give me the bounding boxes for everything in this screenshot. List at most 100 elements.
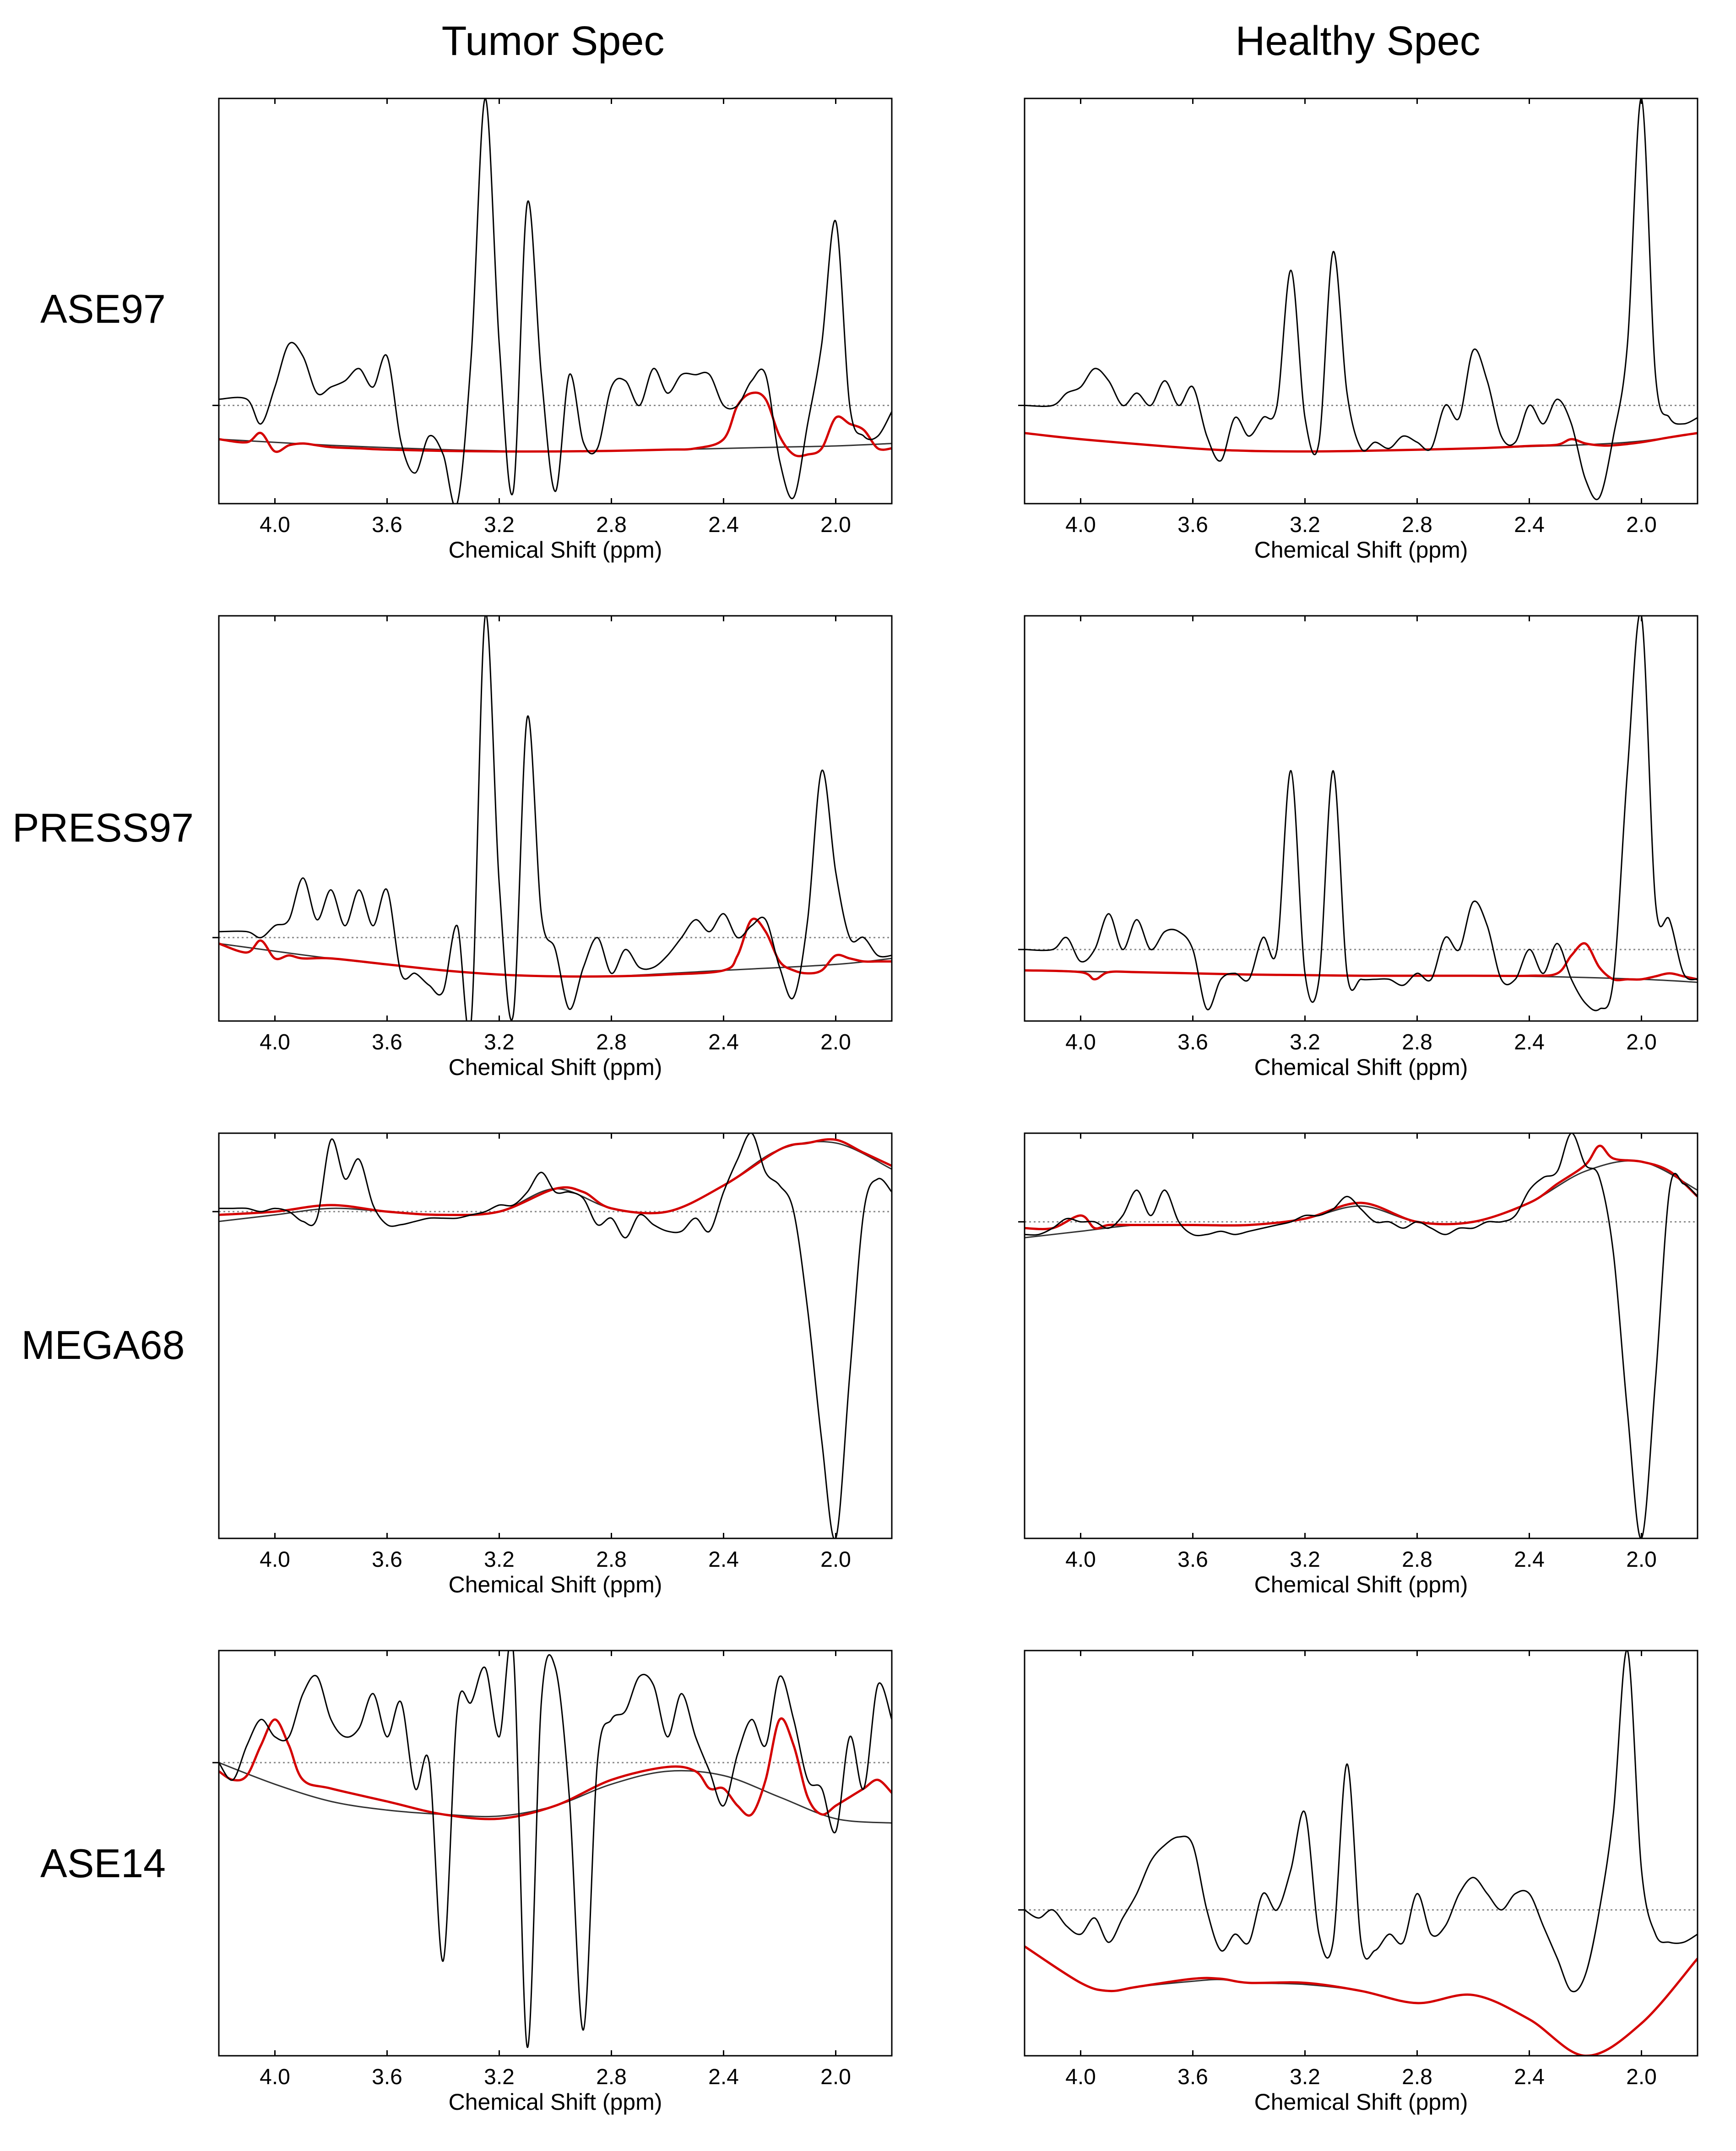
panel-ase14-tumor-spec: 4.0 3.6 3.2 2.8 2.4 2.0 Chemical Shift (ppm) [212, 1650, 893, 2115]
plot-frame [218, 1132, 893, 1539]
curves [219, 1651, 892, 2048]
curves [1025, 1651, 1698, 2056]
x-tick-label: 4.0 [1065, 513, 1096, 537]
x-tick-label: 2.4 [708, 2065, 739, 2089]
x-tick-label: 2.8 [596, 2065, 627, 2089]
x-tick-label: 2.4 [1514, 513, 1545, 537]
curves [219, 98, 892, 504]
spectrum-series [1025, 1133, 1698, 1538]
fit-series [1025, 432, 1698, 453]
x-tick-label: 2.8 [1402, 1030, 1432, 1054]
x-tick-label: 3.6 [1177, 2065, 1208, 2089]
spectrum-series [1025, 1651, 1698, 1993]
curves [1025, 98, 1698, 500]
plot-frame [1024, 615, 1698, 1022]
plot-frame [218, 1650, 893, 2057]
panel-press97-healthy-spec: 4.0 3.6 3.2 2.8 2.4 2.0 Chemical Shift (ppm) [1018, 615, 1698, 1080]
x-tick-label: 2.4 [1514, 1030, 1545, 1054]
panel-ase97-tumor-spec: 4.0 3.6 3.2 2.8 2.4 2.0 Chemical Shift (ppm) [212, 98, 893, 563]
fit-series [1025, 1145, 1698, 1230]
fit-series [219, 1138, 892, 1217]
row-label-press97: PRESS97 [12, 805, 194, 850]
plot-frame [1024, 98, 1698, 505]
curves [219, 1133, 892, 1538]
x-tick-label: 4.0 [1065, 2065, 1096, 2089]
x-axis-label: Chemical Shift (ppm) [449, 537, 662, 563]
x-tick-label: 2.8 [1402, 2065, 1432, 2089]
row-label-mega68: MEGA68 [21, 1322, 184, 1368]
x-tick-label: 3.2 [1290, 2065, 1320, 2089]
plot-frame [1024, 1650, 1698, 2057]
x-tick-label: 2.4 [1514, 2065, 1545, 2089]
panel-mega68-healthy-spec: 4.0 3.6 3.2 2.8 2.4 2.0 Chemical Shift (ppm) [1018, 1132, 1698, 1597]
baseline-series [1025, 1945, 1698, 2056]
x-tick-label: 3.2 [484, 2065, 515, 2089]
x-tick-label: 3.6 [1177, 1030, 1208, 1054]
curves [1025, 1133, 1698, 1538]
x-tick-label: 3.2 [1290, 1030, 1320, 1054]
x-axis-label: Chemical Shift (ppm) [449, 2089, 662, 2115]
panel-press97-tumor-spec: 4.0 3.6 3.2 2.8 2.4 2.0 Chemical Shift (ppm) [212, 615, 893, 1080]
x-tick-label: 2.4 [708, 513, 739, 537]
plot-frame [218, 98, 893, 505]
fit-series [1025, 1945, 1698, 2056]
x-tick-label: 4.0 [260, 513, 290, 537]
x-tick-label: 3.2 [484, 1548, 515, 1572]
baseline-series [219, 1141, 892, 1222]
plot-frame [218, 615, 893, 1022]
x-tick-label: 4.0 [260, 1030, 290, 1054]
spectrum-series [1025, 616, 1698, 1011]
x-tick-label: 3.2 [1290, 513, 1320, 537]
x-tick-label: 4.0 [1065, 1030, 1096, 1054]
panel-ase97-healthy-spec: 4.0 3.6 3.2 2.8 2.4 2.0 Chemical Shift (ppm) [1018, 98, 1698, 563]
spectrum-series [219, 1133, 892, 1538]
x-tick-label: 2.8 [1402, 513, 1432, 537]
x-tick-label: 4.0 [260, 2065, 290, 2089]
row-label-ase97: ASE97 [40, 286, 166, 331]
x-tick-label: 3.2 [484, 1030, 515, 1054]
x-tick-label: 2.8 [596, 1548, 627, 1572]
panel-mega68-tumor-spec: 4.0 3.6 3.2 2.8 2.4 2.0 Chemical Shift (ppm) [212, 1132, 893, 1597]
spectrum-series [219, 98, 892, 504]
x-tick-label: 2.0 [820, 513, 851, 537]
x-tick-label: 3.6 [372, 513, 402, 537]
fit-series [1025, 942, 1698, 982]
x-tick-label: 3.6 [372, 1548, 402, 1572]
fit-series [219, 391, 892, 457]
x-axis-label: Chemical Shift (ppm) [449, 1572, 662, 1597]
panel-ase14-healthy-spec: 4.0 3.6 3.2 2.8 2.4 2.0 Chemical Shift (ppm) [1018, 1650, 1698, 2115]
fit-series [219, 918, 892, 978]
x-tick-label: 2.0 [1626, 1548, 1657, 1572]
baseline-series [219, 1762, 892, 1824]
x-tick-label: 2.4 [1514, 1548, 1545, 1572]
x-tick-label: 2.0 [820, 1030, 851, 1054]
spectrum-series [219, 616, 892, 1021]
x-tick-label: 3.2 [1290, 1548, 1320, 1572]
x-axis-label: Chemical Shift (ppm) [1254, 2089, 1468, 2115]
x-axis-label: Chemical Shift (ppm) [1254, 1054, 1468, 1080]
spectrum-series [219, 1651, 892, 2048]
x-tick-label: 2.0 [1626, 2065, 1657, 2089]
x-tick-label: 2.0 [1626, 1030, 1657, 1054]
row-label-ase14: ASE14 [40, 1841, 166, 1886]
x-axis-label: Chemical Shift (ppm) [1254, 1572, 1468, 1597]
column-title-healthy: Healthy Spec [1235, 18, 1480, 64]
x-tick-label: 2.0 [1626, 513, 1657, 537]
x-tick-label: 3.6 [1177, 513, 1208, 537]
x-tick-label: 2.4 [708, 1548, 739, 1572]
x-tick-label: 3.6 [372, 1030, 402, 1054]
x-axis-label: Chemical Shift (ppm) [1254, 537, 1468, 563]
x-tick-label: 2.8 [596, 513, 627, 537]
curves [1025, 616, 1698, 1011]
curves [219, 616, 892, 1021]
x-tick-label: 4.0 [1065, 1548, 1096, 1572]
x-tick-label: 3.6 [1177, 1548, 1208, 1572]
x-tick-label: 2.8 [596, 1030, 627, 1054]
spectrum-series [1025, 98, 1698, 500]
x-tick-label: 2.0 [820, 1548, 851, 1572]
fit-series [219, 1717, 892, 1820]
x-tick-label: 4.0 [260, 1548, 290, 1572]
plot-frame [1024, 1132, 1698, 1539]
x-axis-label: Chemical Shift (ppm) [449, 1054, 662, 1080]
